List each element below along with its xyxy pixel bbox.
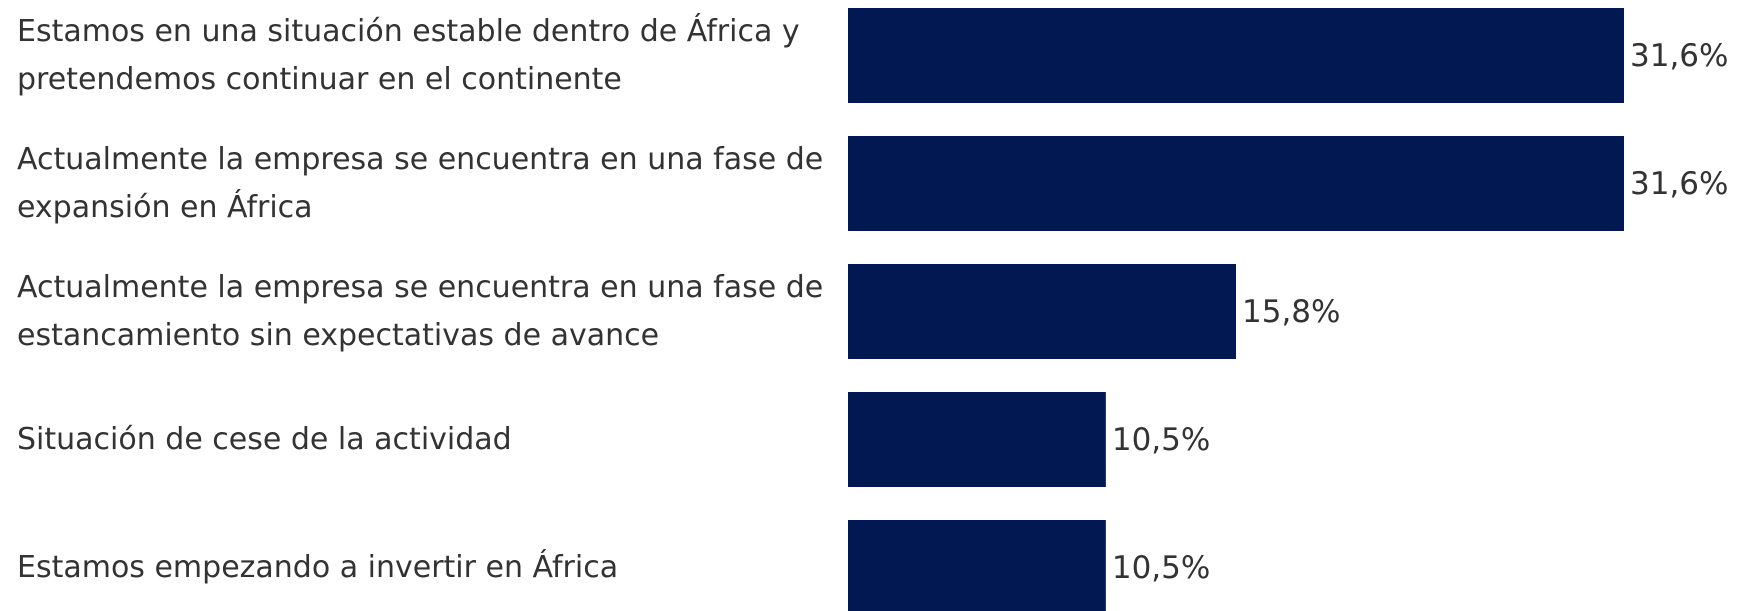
bar: [848, 264, 1236, 359]
category-label: Actualmente la empresa se encuentra en u…: [17, 269, 824, 353]
category-label: Situación de cese de la actividad: [17, 421, 512, 457]
category-label: Estamos empezando a invertir en África: [17, 549, 619, 585]
value-label: 15,8%: [1242, 293, 1341, 330]
bar: [848, 392, 1106, 487]
bar: [848, 136, 1624, 231]
value-label: 10,5%: [1111, 421, 1211, 458]
category-label: Actualmente la empresa se encuentra en u…: [17, 141, 824, 225]
value-label: 31,6%: [1630, 165, 1729, 202]
value-label: 10,5%: [1111, 549, 1211, 586]
value-label: 31,6%: [1630, 37, 1729, 74]
bar: [848, 520, 1106, 611]
bar: [848, 8, 1624, 103]
category-label: Estamos en una situación estable dentro …: [17, 13, 800, 97]
